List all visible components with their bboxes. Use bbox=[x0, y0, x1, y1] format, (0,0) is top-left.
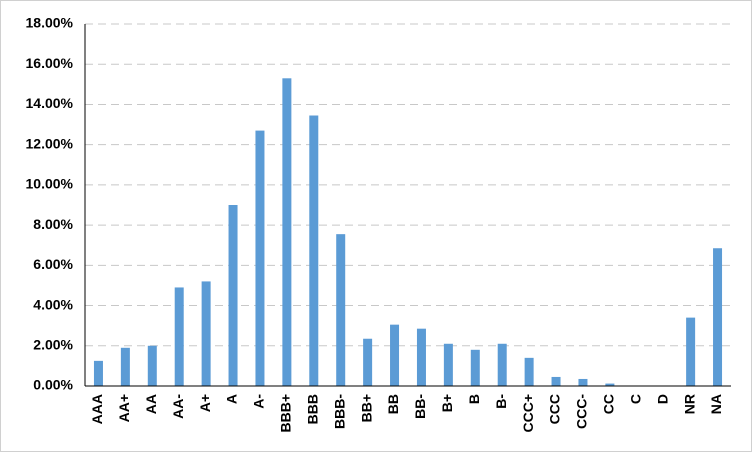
bar bbox=[228, 205, 238, 386]
x-tick-label: BBB bbox=[304, 394, 320, 424]
bar bbox=[497, 343, 507, 386]
bar bbox=[363, 338, 373, 386]
x-tick-label: CCC- bbox=[574, 394, 590, 429]
x-tick-label: NR bbox=[681, 394, 697, 414]
bar bbox=[713, 248, 723, 386]
bar bbox=[443, 343, 453, 386]
x-tick-label: AA+ bbox=[116, 394, 132, 422]
x-tick-label: AA- bbox=[170, 394, 186, 419]
y-tick-label: 18.00% bbox=[26, 15, 74, 31]
y-tick-label: 2.00% bbox=[33, 336, 73, 352]
bar bbox=[147, 345, 157, 386]
x-tick-label: A bbox=[224, 394, 240, 404]
bar bbox=[120, 347, 130, 386]
bar bbox=[93, 360, 103, 386]
bar bbox=[309, 115, 319, 386]
x-tick-label: A+ bbox=[197, 394, 213, 412]
bar bbox=[282, 78, 292, 387]
bar bbox=[578, 378, 588, 386]
y-tick-label: 0.00% bbox=[33, 377, 73, 393]
bar bbox=[255, 130, 265, 386]
x-tick-label: BBB+ bbox=[278, 394, 294, 433]
y-tick-label: 4.00% bbox=[33, 296, 73, 312]
bar bbox=[686, 317, 696, 386]
x-tick-label: NA bbox=[708, 394, 724, 414]
bar bbox=[390, 324, 400, 386]
bar bbox=[551, 376, 561, 386]
x-tick-label: C bbox=[627, 394, 643, 404]
bar bbox=[174, 287, 184, 386]
x-tick-label: B+ bbox=[439, 394, 455, 412]
bar bbox=[605, 383, 615, 386]
x-tick-label: CCC+ bbox=[520, 394, 536, 433]
bar bbox=[470, 349, 480, 386]
x-tick-label: BBB- bbox=[331, 394, 347, 429]
x-tick-label: AAA bbox=[89, 394, 105, 424]
x-tick-label: BB- bbox=[412, 394, 428, 419]
x-tick-label: D bbox=[654, 394, 670, 404]
x-tick-label: BB+ bbox=[358, 394, 374, 422]
bar bbox=[524, 357, 534, 386]
bar bbox=[336, 234, 346, 386]
x-tick-label: AA bbox=[143, 394, 159, 414]
x-tick-label: B bbox=[466, 394, 482, 404]
x-tick-label: CC bbox=[601, 394, 617, 414]
x-tick-label: CCC bbox=[547, 394, 563, 424]
bar bbox=[201, 281, 211, 386]
y-tick-label: 12.00% bbox=[26, 135, 74, 151]
y-tick-label: 8.00% bbox=[33, 216, 73, 232]
x-tick-label: A- bbox=[251, 394, 267, 409]
y-tick-label: 16.00% bbox=[26, 55, 74, 71]
y-tick-label: 6.00% bbox=[33, 256, 73, 272]
x-tick-label: B- bbox=[493, 394, 509, 409]
y-tick-label: 10.00% bbox=[26, 176, 74, 192]
bar bbox=[416, 328, 426, 386]
x-tick-label: BB bbox=[385, 394, 401, 414]
y-tick-label: 14.00% bbox=[26, 95, 74, 111]
